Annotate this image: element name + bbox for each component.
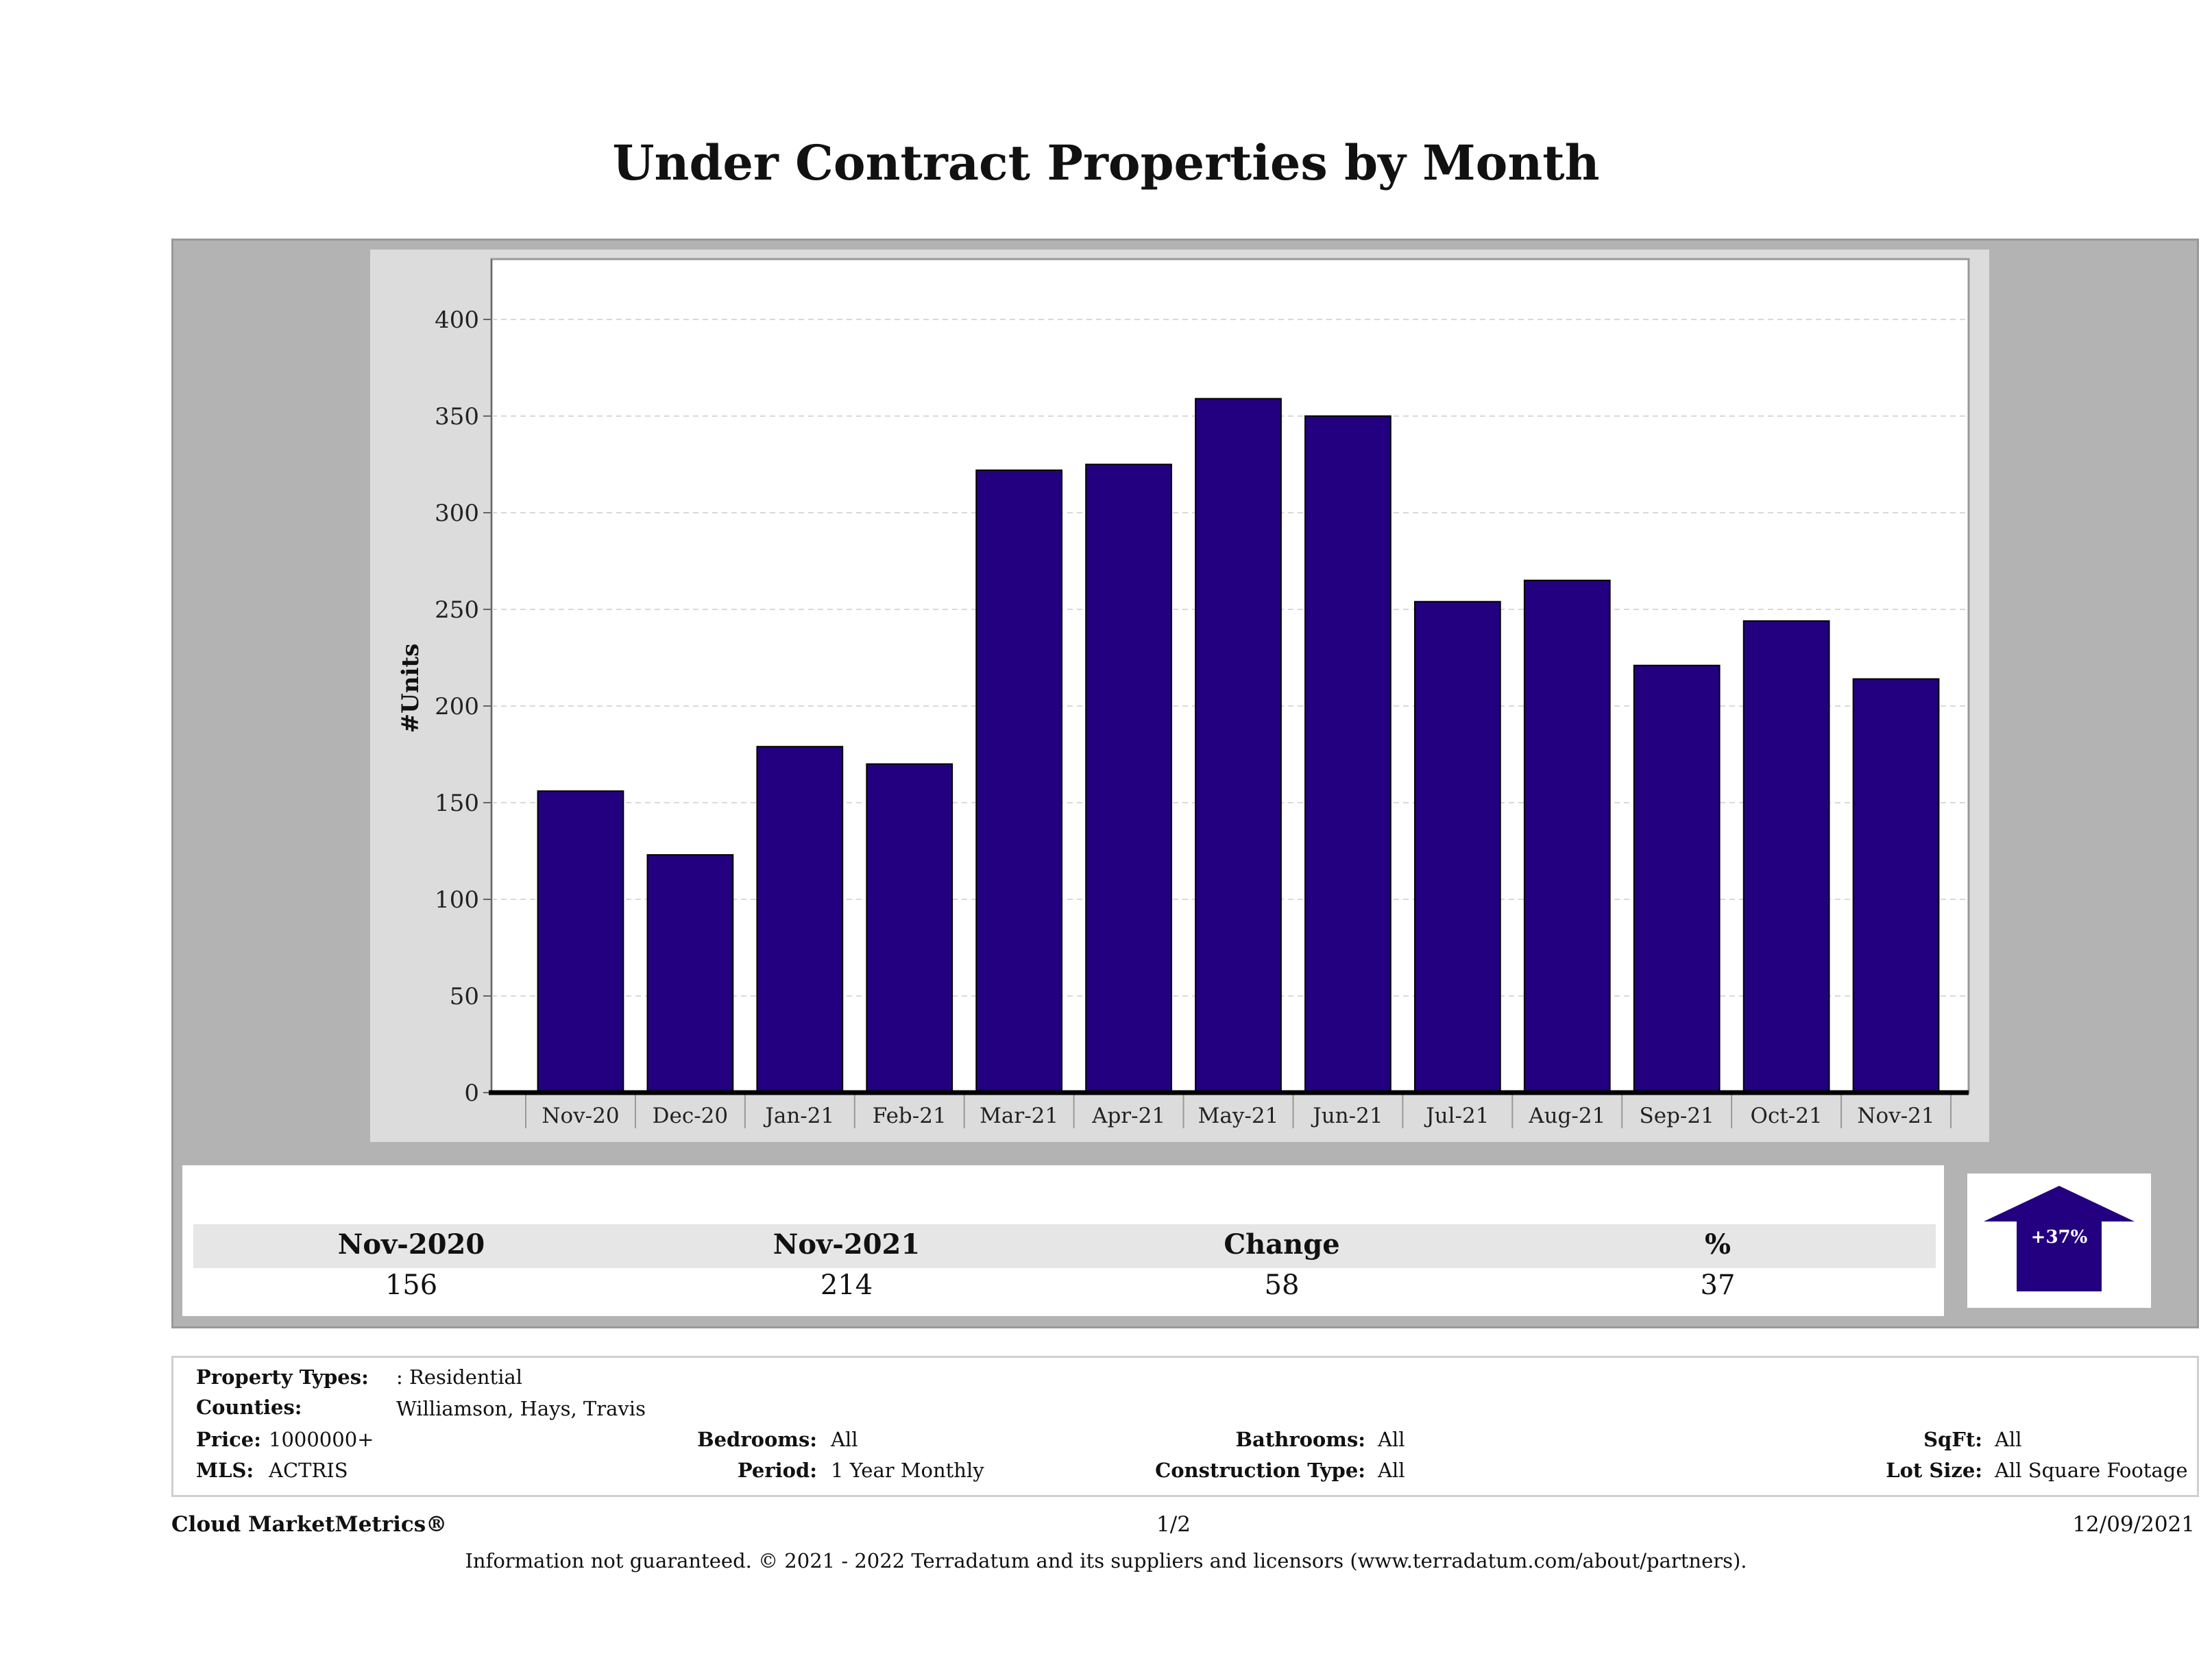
y-tick-label: 300 — [435, 500, 479, 527]
x-tick-label: Nov-21 — [1857, 1104, 1934, 1128]
period-value: 1 Year Monthly — [831, 1459, 984, 1482]
counties-value: Williamson, Hays, Travis — [396, 1397, 646, 1420]
bedrooms-label: Bedrooms: — [697, 1428, 817, 1451]
y-tick-label: 0 — [464, 1080, 479, 1107]
report-date: 12/09/2021 — [2072, 1512, 2195, 1537]
summary-value-start: 156 — [385, 1269, 438, 1301]
chart-title: Under Contract Properties by Month — [612, 134, 1600, 191]
bar-jan-21 — [756, 746, 844, 1093]
bar-chart: 0 50 100 150 200 250 300 350 400 Nov-20 Dec-20 Jan-… — [397, 258, 1970, 1128]
summary-header-start: Nov-2020 — [337, 1228, 485, 1261]
bar-jul-21 — [1413, 600, 1501, 1093]
x-tick-label: Jan-21 — [763, 1104, 834, 1128]
bar-aug-21 — [1523, 579, 1611, 1093]
y-tick-label: 50 — [450, 983, 479, 1010]
bar-mar-21 — [975, 469, 1063, 1093]
summary-header-percent: % — [1704, 1228, 1731, 1261]
sqft-value: All — [1995, 1428, 2022, 1451]
x-tick-label: Apr-21 — [1091, 1104, 1165, 1128]
property-types-value: : Residential — [396, 1365, 523, 1389]
bathrooms-label: Bathrooms: — [1235, 1428, 1365, 1451]
x-tick-label: Feb-21 — [873, 1104, 947, 1128]
bar-apr-21 — [1085, 463, 1172, 1093]
filter-panel — [171, 1356, 2199, 1497]
construction-type-label: Construction Type: — [1155, 1459, 1365, 1482]
property-types-label: Property Types: — [196, 1365, 369, 1389]
y-tick-label: 150 — [435, 790, 479, 817]
bar-may-21 — [1195, 398, 1282, 1093]
x-tick-label: Jul-21 — [1424, 1104, 1489, 1128]
disclaimer: Information not guaranteed. © 2021 - 202… — [465, 1549, 1747, 1572]
x-tick-label: Aug-21 — [1528, 1104, 1605, 1128]
change-badge: +37% — [1967, 1174, 2151, 1308]
summary-value-percent: 37 — [1700, 1269, 1736, 1301]
y-tick-label: 100 — [435, 886, 479, 914]
bar-nov-20 — [537, 790, 624, 1094]
x-tick-label: Mar-21 — [980, 1104, 1058, 1128]
bathrooms-value: All — [1378, 1428, 1405, 1451]
bar-feb-21 — [866, 763, 953, 1093]
change-badge-label: +37% — [2030, 1227, 2088, 1248]
bar-oct-21 — [1742, 620, 1830, 1093]
summary-header-row — [193, 1224, 1936, 1268]
summary-header-change: Change — [1224, 1228, 1340, 1261]
y-tick-label: 250 — [435, 596, 479, 624]
summary-header-end: Nov-2021 — [773, 1228, 921, 1261]
x-tick-label: Jun-21 — [1311, 1104, 1383, 1128]
y-tick-label: 350 — [435, 403, 479, 430]
summary-value-end: 214 — [820, 1269, 873, 1301]
lot-size-value: All Square Footage — [1995, 1459, 2188, 1482]
y-tick-label: 200 — [435, 693, 479, 720]
up-arrow-icon — [1984, 1186, 2135, 1291]
y-axis-label: #Units — [397, 644, 424, 733]
lot-size-label: Lot Size: — [1886, 1459, 1982, 1482]
x-tick-label: May-21 — [1198, 1104, 1279, 1128]
bar-sep-21 — [1633, 664, 1721, 1093]
summary-value-row — [193, 1268, 1936, 1309]
price-label: Price: — [196, 1428, 261, 1451]
bar-jun-21 — [1304, 415, 1391, 1093]
page-number: 1/2 — [1156, 1512, 1191, 1537]
mls-label: MLS: — [196, 1459, 254, 1482]
x-tick-label: Dec-20 — [653, 1104, 728, 1128]
construction-type-value: All — [1378, 1459, 1405, 1482]
sqft-label: SqFt: — [1923, 1428, 1982, 1451]
x-tick-label: Nov-20 — [542, 1104, 619, 1128]
bar-nov-21 — [1852, 678, 1940, 1093]
bedrooms-value: All — [831, 1428, 858, 1451]
summary-value-change: 58 — [1264, 1269, 1300, 1301]
bar-dec-20 — [646, 854, 734, 1093]
y-tick-label: 400 — [435, 306, 479, 334]
x-tick-label: Sep-21 — [1640, 1104, 1714, 1128]
brand-name: Cloud MarketMetrics® — [171, 1512, 448, 1537]
x-tick-label: Oct-21 — [1751, 1104, 1823, 1128]
period-label: Period: — [737, 1459, 817, 1482]
mls-value: ACTRIS — [269, 1459, 348, 1482]
counties-label: Counties: — [196, 1396, 302, 1419]
price-value: 1000000+ — [269, 1428, 374, 1451]
